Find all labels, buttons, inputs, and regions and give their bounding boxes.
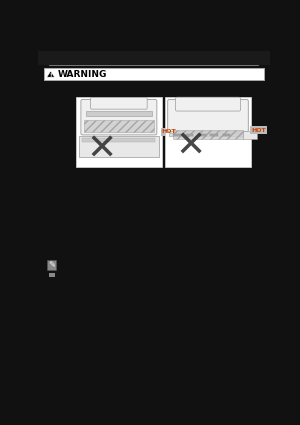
Bar	[173, 130, 243, 139]
Bar	[85, 111, 152, 116]
Bar	[198, 134, 206, 136]
Bar	[250, 127, 267, 134]
Bar	[76, 97, 161, 167]
Text: !: !	[50, 73, 52, 78]
Bar	[173, 134, 181, 136]
Bar	[38, 51, 270, 65]
FancyBboxPatch shape	[81, 99, 157, 135]
Text: HOT: HOT	[251, 128, 266, 133]
Bar	[243, 131, 257, 139]
FancyBboxPatch shape	[176, 97, 241, 111]
Text: ✕: ✕	[87, 132, 117, 166]
Text: WARNING: WARNING	[58, 70, 107, 79]
Bar	[44, 68, 264, 80]
Bar	[210, 134, 218, 136]
Bar	[223, 134, 230, 136]
Bar	[84, 120, 154, 132]
Text: HOT: HOT	[161, 129, 176, 134]
FancyBboxPatch shape	[91, 98, 147, 109]
Text: ✕: ✕	[176, 130, 206, 164]
FancyBboxPatch shape	[168, 99, 248, 132]
Bar	[169, 133, 247, 136]
Bar	[82, 138, 155, 142]
Bar	[165, 97, 250, 167]
Bar	[47, 261, 56, 270]
Bar	[161, 128, 176, 136]
Text: ✎: ✎	[48, 261, 55, 269]
Polygon shape	[47, 71, 55, 77]
FancyBboxPatch shape	[79, 136, 159, 157]
Bar	[49, 273, 55, 277]
Bar	[185, 134, 193, 136]
